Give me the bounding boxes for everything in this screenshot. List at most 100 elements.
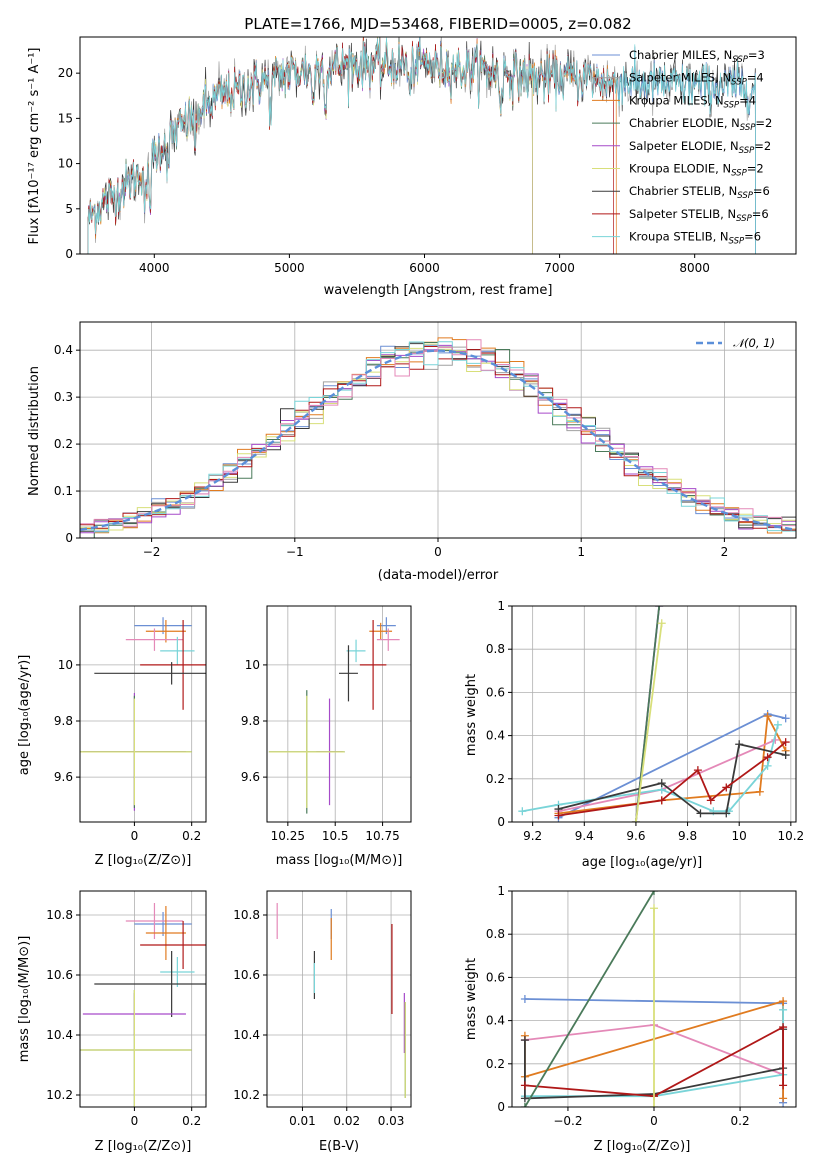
x-tick-label: 6000: [409, 261, 440, 275]
x-tick-label: 0.01: [289, 1114, 316, 1128]
weight-point-marker: [763, 712, 772, 721]
weight-point-marker: [735, 740, 744, 749]
legend-entry: Kroupa ELODIE, NSSP=2: [629, 162, 764, 179]
y-tick-label: 10.2: [46, 1088, 73, 1102]
weight-point-marker: [650, 891, 658, 895]
weight-point-marker: [781, 714, 790, 723]
weight-point-marker: [631, 818, 640, 822]
y-tick-label: 10.8: [46, 908, 73, 922]
y-tick-label: 0: [497, 1100, 505, 1114]
residual-panel: (data-model)/error Normed distribution −…: [27, 321, 797, 583]
x-tick-label: 8000: [679, 261, 710, 275]
legend-entry: Kroupa MILES, NSSP=4: [629, 93, 756, 110]
x-tick-label: 9.2: [523, 829, 542, 843]
weight-point-marker: [520, 1036, 529, 1045]
weight-point-marker: [650, 904, 658, 913]
y-tick-label: 20: [58, 66, 73, 80]
weight-point-marker: [781, 738, 790, 747]
massweight-vs-age-ylabel: mass weight: [464, 674, 479, 756]
weight-point-marker: [657, 779, 666, 788]
axes-frame: [79, 36, 797, 255]
mass-vs-Z-panel: Z [log₁₀(Z/Z⊙)] mass [log₁₀(M/M⊙)] 0 0.2 1…: [17, 890, 207, 1154]
y-tick-label: 15: [58, 111, 73, 125]
y-tick-label: 1: [497, 884, 505, 898]
weight-point-marker: [722, 809, 731, 818]
weight-point-marker: [779, 1005, 788, 1014]
spectrum-ylabel: Flux [fλ10⁻¹⁷ erg cm⁻² s⁻¹ A⁻¹]: [27, 48, 42, 245]
y-tick-label: 0: [65, 247, 73, 261]
axes-frame: [266, 605, 412, 823]
y-tick-label: 0.2: [486, 1057, 505, 1071]
y-tick-label: 10.4: [46, 1028, 73, 1042]
x-tick-label: 0: [434, 545, 442, 559]
mass-vs-EBV-xlabel: E(B-V): [319, 1139, 359, 1154]
x-tick-label: −2: [143, 545, 161, 559]
y-tick-label: 10: [58, 157, 73, 171]
massweight-vs-Z-panel: Z [log₁₀(Z/Z⊙)] mass weight −0.2 0 0.2 0 0.2…: [464, 884, 797, 1154]
axes-frame: [511, 605, 797, 823]
age-vs-mass-xlabel: mass [log₁₀(M/M⊙)]: [276, 853, 403, 868]
y-tick-label: 0.1: [54, 484, 73, 498]
weight-point-marker: [779, 1094, 788, 1103]
legend-entry: Salpeter STELIB, NSSP=6: [629, 207, 769, 224]
axes-frame: [79, 890, 207, 1108]
weight-point-marker: [755, 787, 764, 796]
weight-point-marker: [779, 1023, 788, 1032]
x-tick-label: 10: [732, 829, 747, 843]
weight-series-line: [635, 623, 663, 822]
age-vs-Z-xlabel: Z [log₁₀(Z/Z⊙)]: [95, 853, 192, 868]
y-tick-label: 0.4: [486, 729, 505, 743]
y-tick-label: 0.2: [486, 772, 505, 786]
weight-point-marker: [554, 811, 563, 820]
age-vs-Z-panel: Z [log₁₀(Z/Z⊙)] age [log₁₀(age/yr)] 0 0.2…: [17, 605, 207, 868]
y-tick-label: 10.4: [233, 1028, 260, 1042]
x-tick-label: 5000: [274, 261, 305, 275]
weight-point-marker: [657, 796, 666, 805]
weight-series-line: [524, 891, 655, 1107]
y-tick-label: 0.8: [486, 927, 505, 941]
weight-series-line: [558, 743, 786, 815]
y-tick-label: 9.6: [54, 770, 73, 784]
y-tick-label: 0.3: [54, 390, 73, 404]
massweight-vs-Z-ylabel: mass weight: [464, 958, 479, 1040]
y-tick-label: 0.2: [54, 437, 73, 451]
y-tick-label: 9.6: [241, 770, 260, 784]
massweight-vs-age-panel: age [log₁₀(age/yr)] mass weight 9.2 9.4 9.…: [464, 599, 804, 870]
axes-frame: [511, 890, 797, 1108]
weight-point-marker: [763, 753, 772, 762]
x-tick-label: 0.2: [731, 1114, 750, 1128]
weight-point-marker: [722, 783, 731, 792]
legend-entry: Salpeter ELODIE, NSSP=2: [629, 139, 771, 156]
spectrum-panel: PLATE=1766, MJD=53468, FIBERID=0005, z=0…: [27, 15, 797, 298]
legend-entry: Kroupa STELIB, NSSP=6: [629, 230, 761, 247]
massweight-vs-age-xlabel: age [log₁₀(age/yr)]: [582, 855, 703, 870]
age-vs-mass-panel: mass [log₁₀(M/M⊙)] 10.25 10.5 10.75 9.6 9.8 1…: [241, 605, 412, 868]
x-tick-label: 10.5: [322, 829, 349, 843]
axes-frame: [266, 890, 412, 1108]
x-tick-label: 9.8: [678, 829, 697, 843]
weight-point-marker: [655, 606, 664, 610]
x-tick-label: 10.75: [365, 829, 399, 843]
weight-point-marker: [779, 1081, 788, 1090]
weight-point-marker: [518, 807, 527, 816]
x-tick-label: −1: [286, 545, 304, 559]
x-tick-label: 0: [131, 829, 139, 843]
y-tick-label: 0.4: [54, 343, 73, 357]
legend-entry: Salpeter MILES, NSSP=4: [629, 71, 764, 88]
x-tick-label: 9.6: [626, 829, 645, 843]
x-tick-label: 10.25: [271, 829, 305, 843]
y-tick-label: 0.4: [486, 1014, 505, 1028]
mass-vs-Z-xlabel: Z [log₁₀(Z/Z⊙)]: [95, 1139, 192, 1154]
x-tick-label: 0: [650, 1114, 658, 1128]
spectrum-xlabel: wavelength [Angstrom, rest frame]: [324, 283, 553, 298]
legend-entry: Chabrier STELIB, NSSP=6: [629, 184, 770, 201]
residual-xlabel: (data-model)/error: [378, 568, 499, 583]
age-vs-Z-ylabel: age [log₁₀(age/yr)]: [17, 655, 32, 776]
x-tick-label: 0.03: [378, 1114, 405, 1128]
weight-point-marker: [520, 1094, 529, 1103]
weight-point-marker: [763, 761, 772, 770]
y-tick-label: 10.6: [233, 968, 260, 982]
y-tick-label: 0: [65, 531, 73, 545]
residual-ylabel: Normed distribution: [27, 366, 42, 496]
weight-point-marker: [657, 619, 666, 628]
